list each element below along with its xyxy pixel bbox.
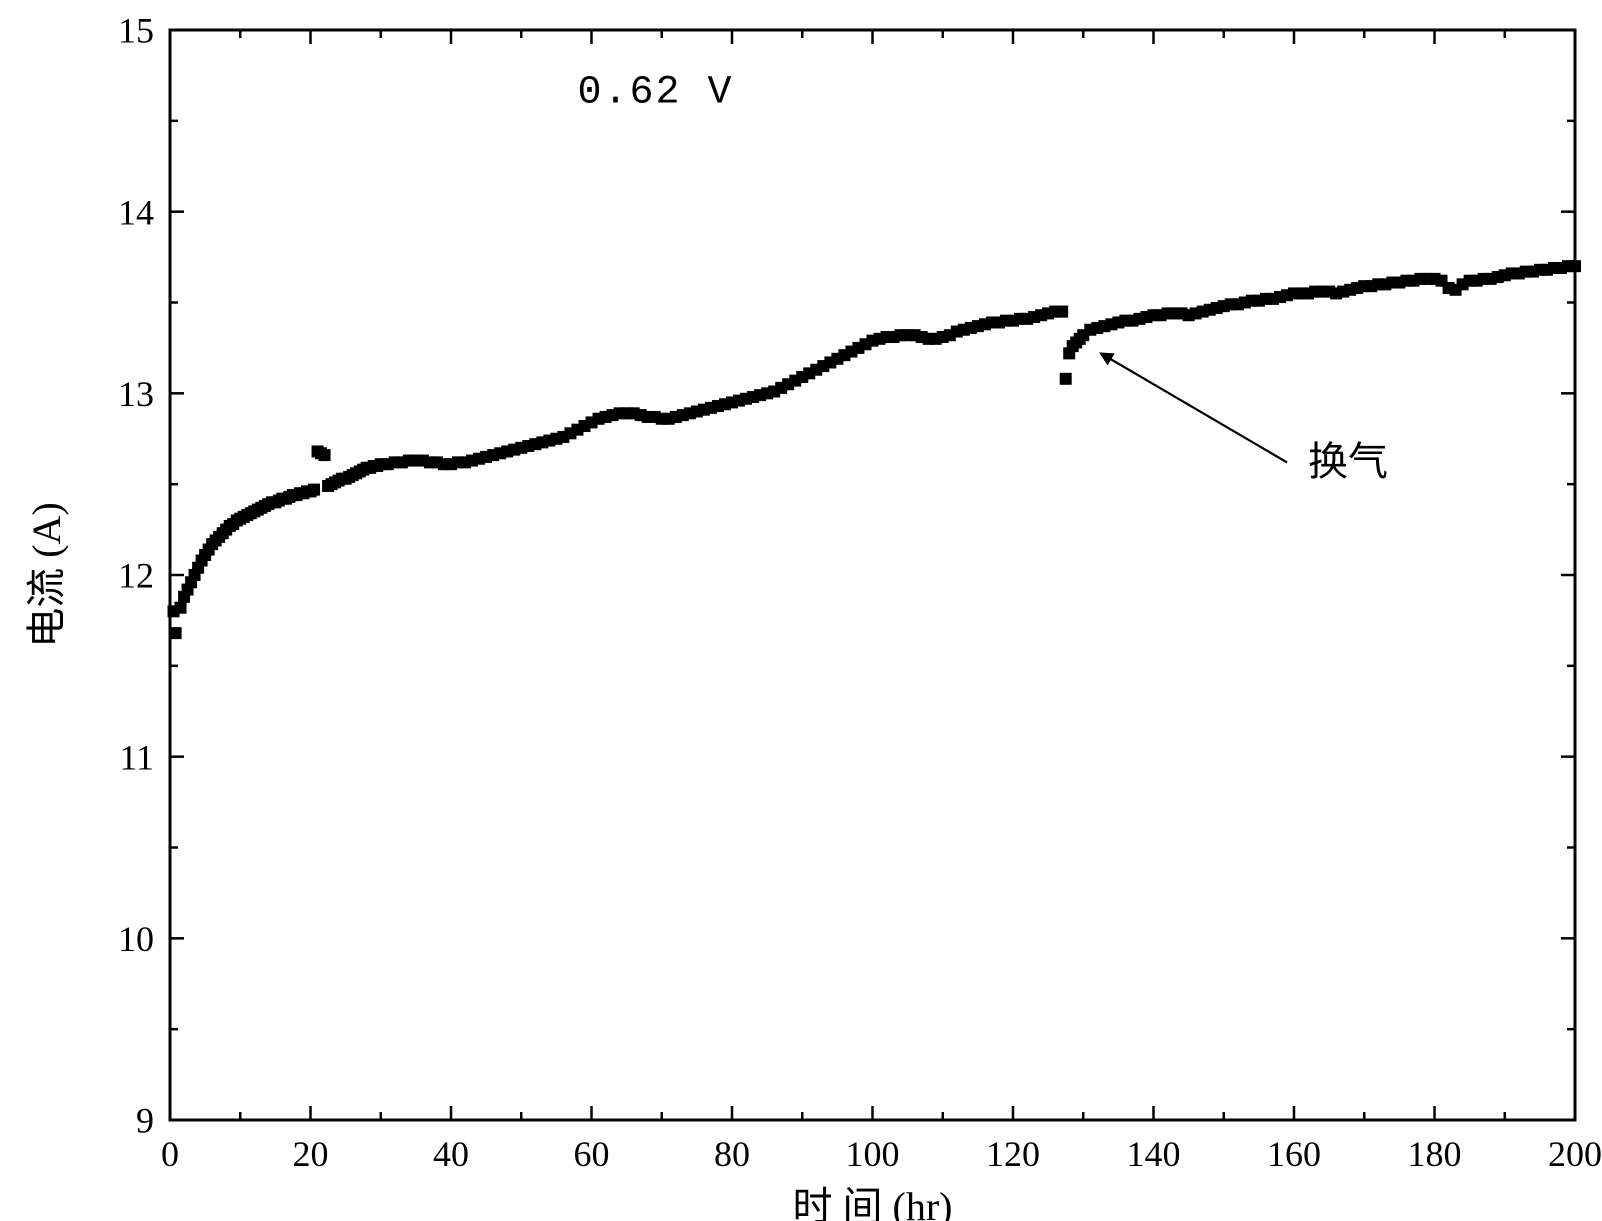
y-tick-label: 12 [118, 556, 154, 596]
x-tick-label: 40 [433, 1134, 469, 1174]
data-point [1569, 260, 1581, 272]
voltage-label: 0.62 V [577, 71, 733, 116]
x-tick-label: 60 [574, 1134, 610, 1174]
chart-container: 0 20 40 60 80 100 120 140 160 180 200 9 10 11 12 13 14 15… [0, 0, 1602, 1221]
x-tick-label: 200 [1548, 1134, 1602, 1174]
y-tick-label: 13 [118, 374, 154, 414]
data-point [1060, 373, 1072, 385]
data-point [308, 484, 320, 496]
data-point [1056, 306, 1068, 318]
x-tick-label: 100 [846, 1134, 900, 1174]
data-point [175, 602, 187, 614]
data-point [170, 627, 182, 639]
annotation-label: 换气 [1308, 439, 1388, 484]
annotation-arrow [1101, 353, 1287, 462]
x-tick-label: 160 [1267, 1134, 1321, 1174]
x-tick-label: 80 [714, 1134, 750, 1174]
y-tick-label: 9 [136, 1101, 154, 1141]
y-tick-label: 10 [118, 919, 154, 959]
y-axis-title: 电流 (A) [24, 502, 69, 648]
chart-svg: 0 20 40 60 80 100 120 140 160 180 200 9 10 11 12 13 14 15… [0, 0, 1602, 1221]
x-tick-label: 180 [1408, 1134, 1462, 1174]
y-tick-label: 15 [118, 11, 154, 51]
x-axis-title: 时 间 (hr) [793, 1184, 953, 1221]
y-tick-label: 14 [118, 192, 154, 232]
data-point [319, 449, 331, 461]
plot-frame [170, 30, 1575, 1120]
x-tick-label: 0 [161, 1134, 179, 1174]
x-tick-label: 20 [293, 1134, 329, 1174]
x-tick-label: 140 [1127, 1134, 1181, 1174]
y-tick-label: 11 [119, 737, 154, 777]
x-tick-label: 120 [986, 1134, 1040, 1174]
